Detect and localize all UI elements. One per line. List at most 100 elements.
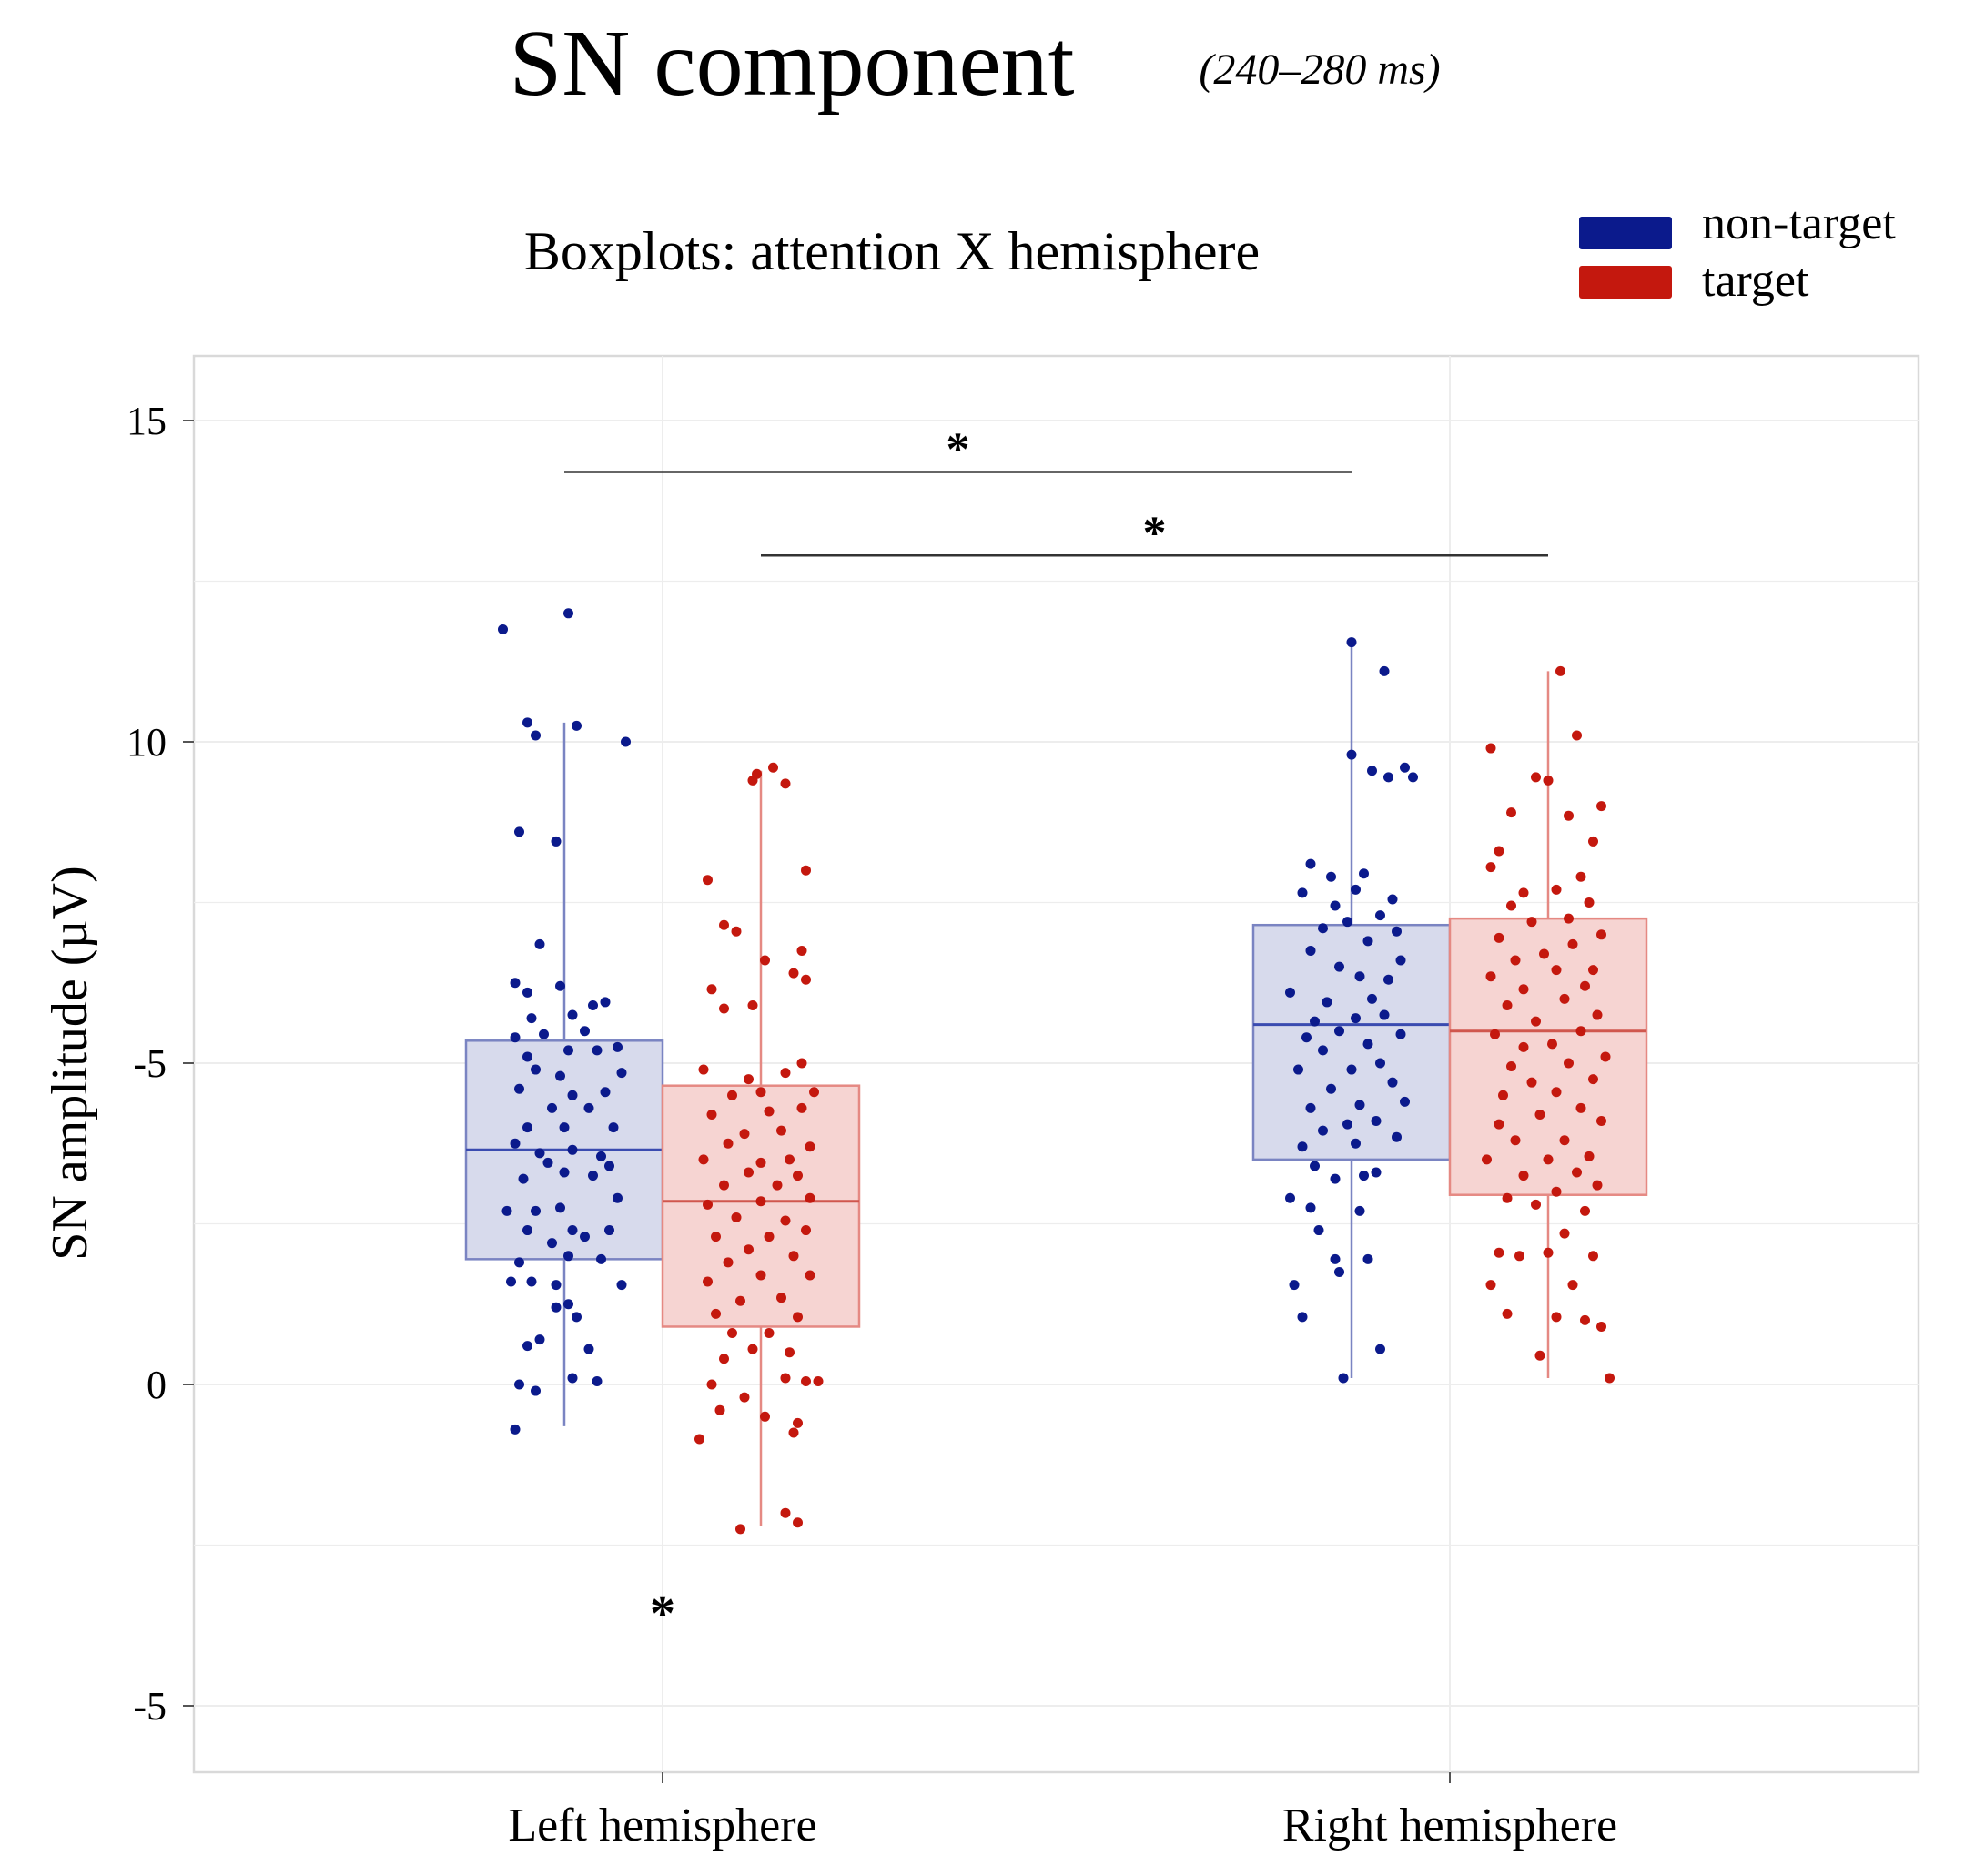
data-point-non-target bbox=[506, 1276, 516, 1287]
data-point-non-target bbox=[588, 1171, 598, 1181]
data-point-target bbox=[755, 1270, 766, 1281]
data-point-target bbox=[1502, 1192, 1513, 1203]
data-point-non-target bbox=[600, 997, 611, 1008]
data-point-target bbox=[694, 1434, 704, 1445]
data-point-target bbox=[1514, 1251, 1524, 1262]
legend-swatch-target bbox=[1579, 266, 1672, 299]
data-point-target bbox=[1575, 1102, 1586, 1113]
data-point-target bbox=[744, 1244, 754, 1255]
data-point-target bbox=[1596, 1116, 1606, 1127]
data-point-non-target bbox=[1297, 1312, 1308, 1323]
y-tick-label: 0 bbox=[147, 1363, 167, 1407]
data-point-non-target bbox=[1367, 993, 1377, 1004]
data-point-target bbox=[793, 1312, 803, 1323]
data-point-target bbox=[752, 768, 762, 779]
data-point-non-target bbox=[1334, 1026, 1344, 1037]
data-point-target bbox=[739, 1129, 750, 1140]
x-tick-label: Left hemisphere bbox=[508, 1800, 816, 1851]
data-point-target bbox=[1567, 938, 1578, 949]
data-point-non-target bbox=[1301, 1032, 1312, 1043]
data-point-target bbox=[1518, 1041, 1529, 1052]
y-tick-label: 10 bbox=[127, 720, 167, 765]
data-point-non-target bbox=[1334, 1266, 1344, 1277]
data-point-target bbox=[706, 984, 717, 995]
data-point-non-target bbox=[1371, 1116, 1382, 1127]
data-point-non-target bbox=[1351, 1013, 1361, 1024]
data-point-non-target bbox=[608, 1122, 619, 1133]
data-point-target bbox=[793, 1171, 803, 1181]
data-point-non-target bbox=[1342, 917, 1352, 928]
chart-title: SN component bbox=[509, 11, 1074, 116]
data-point-target bbox=[1534, 1109, 1545, 1120]
data-point-non-target bbox=[531, 730, 541, 741]
data-point-target bbox=[1551, 1186, 1562, 1197]
data-point-non-target bbox=[555, 1202, 565, 1213]
data-point-target bbox=[788, 1427, 799, 1438]
data-point-non-target bbox=[1400, 1096, 1410, 1107]
data-point-target bbox=[698, 1154, 709, 1165]
data-point-target bbox=[788, 1251, 799, 1262]
box-iqr bbox=[1251, 923, 1452, 1161]
data-point-target bbox=[1580, 1314, 1590, 1325]
data-point-target bbox=[1572, 1167, 1582, 1178]
data-point-target bbox=[1596, 929, 1606, 940]
data-point-target bbox=[805, 1192, 815, 1203]
data-point-non-target bbox=[604, 1225, 614, 1236]
data-point-non-target bbox=[1318, 1125, 1328, 1136]
data-point-non-target bbox=[596, 1253, 606, 1264]
data-point-non-target bbox=[1293, 1064, 1303, 1075]
data-point-non-target bbox=[567, 1373, 578, 1384]
data-point-non-target bbox=[1371, 1167, 1382, 1178]
data-point-target bbox=[1551, 1087, 1562, 1098]
box-iqr bbox=[1448, 917, 1648, 1196]
data-point-target bbox=[739, 1392, 750, 1403]
boxplot-non-target bbox=[464, 722, 664, 1426]
y-tick-label: -5 bbox=[133, 1684, 167, 1729]
data-point-target bbox=[776, 1125, 786, 1136]
data-point-non-target bbox=[1351, 884, 1361, 895]
data-point-non-target bbox=[1354, 1205, 1365, 1216]
data-point-target bbox=[805, 1141, 815, 1152]
data-point-target bbox=[1534, 1350, 1545, 1361]
data-point-non-target bbox=[522, 1122, 532, 1133]
data-point-target bbox=[1485, 1280, 1496, 1291]
data-point-non-target bbox=[588, 999, 598, 1010]
data-point-non-target bbox=[563, 1299, 573, 1310]
data-point-non-target bbox=[567, 1009, 578, 1020]
x-axis: Left hemisphere Right hemisphere bbox=[508, 1772, 1617, 1851]
data-point-non-target bbox=[522, 1051, 532, 1062]
significance-star-non-target: * bbox=[947, 423, 970, 475]
data-point-non-target bbox=[1297, 887, 1308, 898]
data-point-non-target bbox=[514, 1257, 524, 1268]
data-point-non-target bbox=[1362, 1039, 1373, 1050]
data-point-target bbox=[764, 1106, 775, 1117]
data-point-target bbox=[1494, 932, 1504, 943]
data-point-non-target bbox=[551, 836, 562, 847]
data-point-non-target bbox=[596, 1151, 606, 1161]
data-point-target bbox=[768, 762, 778, 773]
data-point-target bbox=[723, 1138, 734, 1149]
data-point-target bbox=[785, 1347, 795, 1358]
data-point-target bbox=[1510, 1135, 1521, 1146]
data-point-target bbox=[703, 1199, 713, 1210]
data-point-non-target bbox=[580, 1026, 590, 1037]
data-point-non-target bbox=[592, 1375, 603, 1386]
data-point-target bbox=[1564, 1058, 1574, 1069]
data-point-target bbox=[796, 1058, 807, 1069]
y-axis: 15 10 -5 0 -5 bbox=[127, 399, 194, 1729]
data-point-target bbox=[723, 1257, 734, 1268]
data-point-non-target bbox=[1285, 1192, 1295, 1203]
data-point-non-target bbox=[501, 1205, 512, 1216]
points bbox=[498, 608, 1615, 1535]
data-point-non-target bbox=[498, 624, 508, 634]
data-point-target bbox=[755, 1196, 766, 1207]
data-point-non-target bbox=[1310, 1161, 1320, 1171]
data-point-non-target bbox=[1375, 910, 1385, 921]
data-point-target bbox=[747, 1344, 758, 1354]
data-point-target bbox=[1551, 884, 1562, 895]
data-point-non-target bbox=[1387, 1077, 1398, 1088]
legend-label-non-target: non-target bbox=[1702, 198, 1896, 249]
data-point-target bbox=[801, 974, 811, 985]
data-point-target bbox=[793, 1517, 803, 1528]
data-point-non-target bbox=[542, 1157, 553, 1168]
